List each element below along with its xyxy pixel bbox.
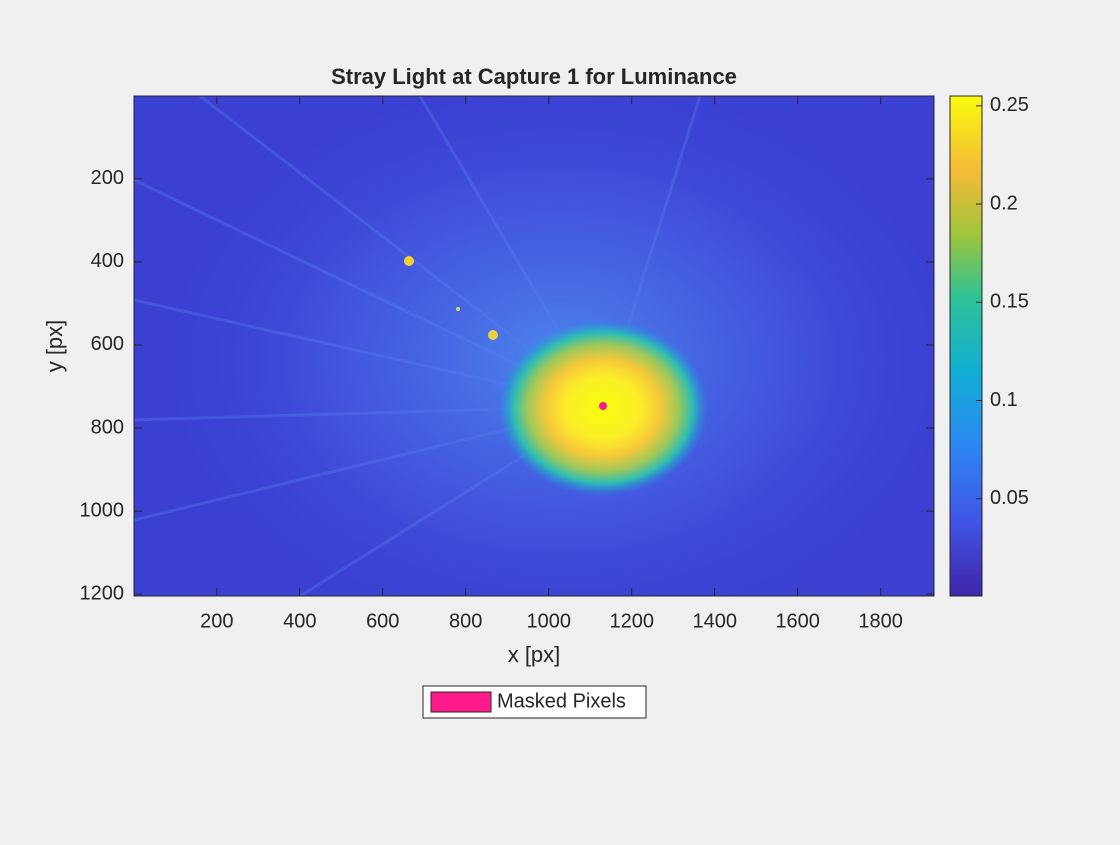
y-axis-label: y [px] (42, 320, 67, 373)
colorbar-tick-label: 0.2 (990, 192, 1018, 214)
x-tick-label: 1000 (526, 610, 571, 632)
colorbar-tick-label: 0.25 (990, 94, 1029, 116)
colorbar-tick-label: 0.15 (990, 291, 1029, 313)
colorbar-tick-label: 0.05 (990, 487, 1029, 509)
x-tick-label: 200 (200, 610, 233, 632)
legend-swatch (430, 691, 492, 713)
x-tick-label: 1800 (858, 610, 903, 632)
y-tick-label: 200 (91, 167, 124, 189)
x-tick-label: 400 (283, 610, 316, 632)
y-tick-label: 1000 (80, 499, 125, 521)
image (134, 96, 934, 596)
y-tick-label: 400 (91, 250, 124, 272)
x-tick-label: 1400 (692, 610, 737, 632)
y-tick-label: 800 (91, 416, 124, 438)
colorbar (949, 95, 983, 597)
x-tick-label: 600 (366, 610, 399, 632)
axes-box (133, 95, 935, 597)
y-tick-label: 1200 (80, 582, 125, 604)
x-tick-label: 800 (449, 610, 482, 632)
y-tick-label: 600 (91, 333, 124, 355)
x-axis-label: x [px] (508, 642, 561, 667)
x-tick-label: 1600 (775, 610, 820, 632)
chart-title: Stray Light at Capture 1 for Luminance (331, 64, 737, 89)
legend: Masked Pixels (422, 685, 647, 719)
colorbar-tick-label: 0.1 (990, 389, 1018, 411)
x-tick-label: 1200 (609, 610, 654, 632)
legend-label: Masked Pixels (497, 690, 626, 712)
